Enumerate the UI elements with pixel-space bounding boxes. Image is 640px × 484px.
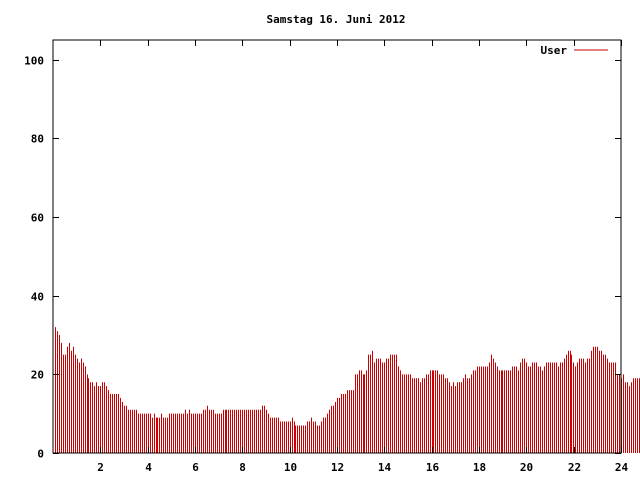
x-tick-label: 22 [568, 461, 581, 474]
y-axis: 0 20 40 60 80 100 [24, 55, 621, 461]
y-tick-label: 80 [31, 133, 44, 146]
bar-series [56, 327, 640, 453]
chart-title: Samstag 16. Juni 2012 [266, 13, 405, 26]
y-tick-label: 20 [31, 369, 44, 382]
y-tick-label: 0 [37, 448, 44, 461]
x-tick-label: 2 [97, 461, 104, 474]
x-tick-label: 20 [520, 461, 533, 474]
y-tick-label: 60 [31, 212, 44, 225]
x-tick-label: 16 [426, 461, 440, 474]
x-tick-label: 14 [378, 461, 392, 474]
plot-frame [53, 40, 621, 453]
x-tick-label: 18 [473, 461, 486, 474]
x-tick-label: 4 [145, 461, 152, 474]
y-tick-label: 100 [24, 55, 44, 68]
x-tick-label: 12 [331, 461, 344, 474]
x-tick-label: 10 [284, 461, 297, 474]
y-tick-label: 40 [31, 291, 44, 304]
legend-label-user: User [541, 44, 568, 57]
x-tick-label: 8 [239, 461, 246, 474]
x-tick-label: 6 [192, 461, 199, 474]
x-tick-label: 24 [615, 461, 629, 474]
